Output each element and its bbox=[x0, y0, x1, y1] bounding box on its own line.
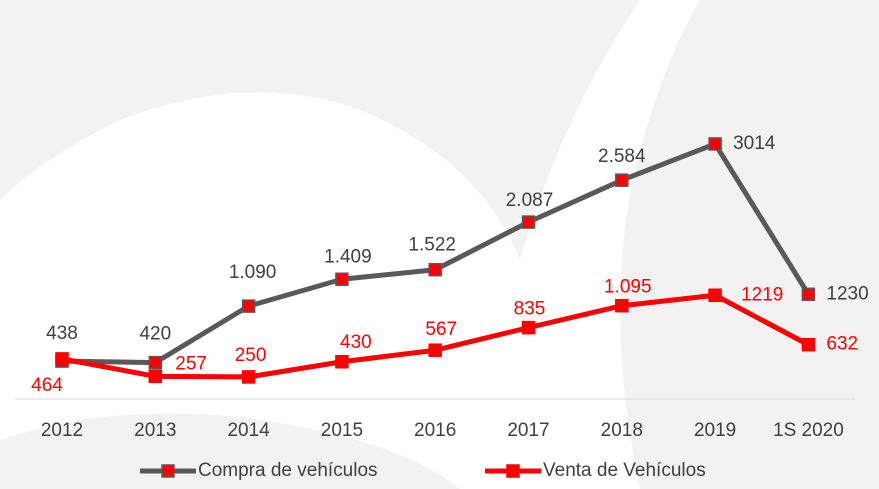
point-marker bbox=[428, 262, 442, 277]
x-tick-label: 2016 bbox=[414, 420, 456, 441]
data-label: 1219 bbox=[741, 284, 783, 305]
point-marker bbox=[148, 369, 163, 384]
data-label: 438 bbox=[46, 323, 78, 344]
x-tick-label: 2019 bbox=[694, 420, 736, 441]
x-tick-label: 2012 bbox=[41, 420, 83, 441]
legend-label: Venta de Vehículos bbox=[543, 460, 706, 481]
point-marker bbox=[241, 370, 256, 384]
x-tick-label: 2018 bbox=[601, 420, 643, 441]
legend-marker bbox=[161, 464, 175, 478]
data-label: 1.409 bbox=[324, 246, 372, 267]
data-label: 430 bbox=[340, 332, 372, 353]
point-marker bbox=[801, 337, 816, 352]
x-tick-label: 2014 bbox=[227, 420, 270, 441]
x-tick-label: 2013 bbox=[134, 420, 176, 441]
point-marker bbox=[335, 355, 349, 369]
point-marker bbox=[521, 320, 536, 335]
point-marker bbox=[708, 137, 722, 151]
point-marker bbox=[615, 173, 629, 187]
point-marker bbox=[148, 355, 163, 370]
data-label: 1.095 bbox=[604, 277, 652, 298]
data-label: 567 bbox=[425, 319, 457, 340]
data-label: 420 bbox=[139, 324, 171, 345]
x-tick-label: 2017 bbox=[507, 420, 549, 441]
data-label: 464 bbox=[31, 375, 63, 396]
point-marker bbox=[708, 288, 722, 303]
data-label: 1.522 bbox=[408, 235, 456, 256]
legend-marker bbox=[506, 464, 520, 478]
x-tick-label: 1S 2020 bbox=[773, 420, 844, 441]
point-marker bbox=[335, 272, 349, 286]
point-marker bbox=[241, 299, 256, 313]
x-tick-label: 2015 bbox=[321, 420, 363, 441]
point-marker bbox=[615, 298, 629, 313]
data-label: 2.087 bbox=[506, 190, 554, 211]
legend-label: Compra de vehículos bbox=[198, 460, 378, 481]
data-label: 1.090 bbox=[229, 262, 277, 283]
data-label: 835 bbox=[514, 299, 546, 320]
data-label: 250 bbox=[235, 345, 267, 366]
point-marker bbox=[801, 287, 816, 302]
point-marker bbox=[55, 352, 69, 366]
data-label: 632 bbox=[826, 334, 858, 355]
data-label: 1230 bbox=[826, 283, 868, 304]
data-label: 257 bbox=[175, 353, 207, 374]
data-label: 2.584 bbox=[598, 146, 646, 167]
point-marker bbox=[521, 215, 536, 229]
data-label: 3014 bbox=[733, 133, 776, 154]
point-marker bbox=[428, 343, 442, 357]
